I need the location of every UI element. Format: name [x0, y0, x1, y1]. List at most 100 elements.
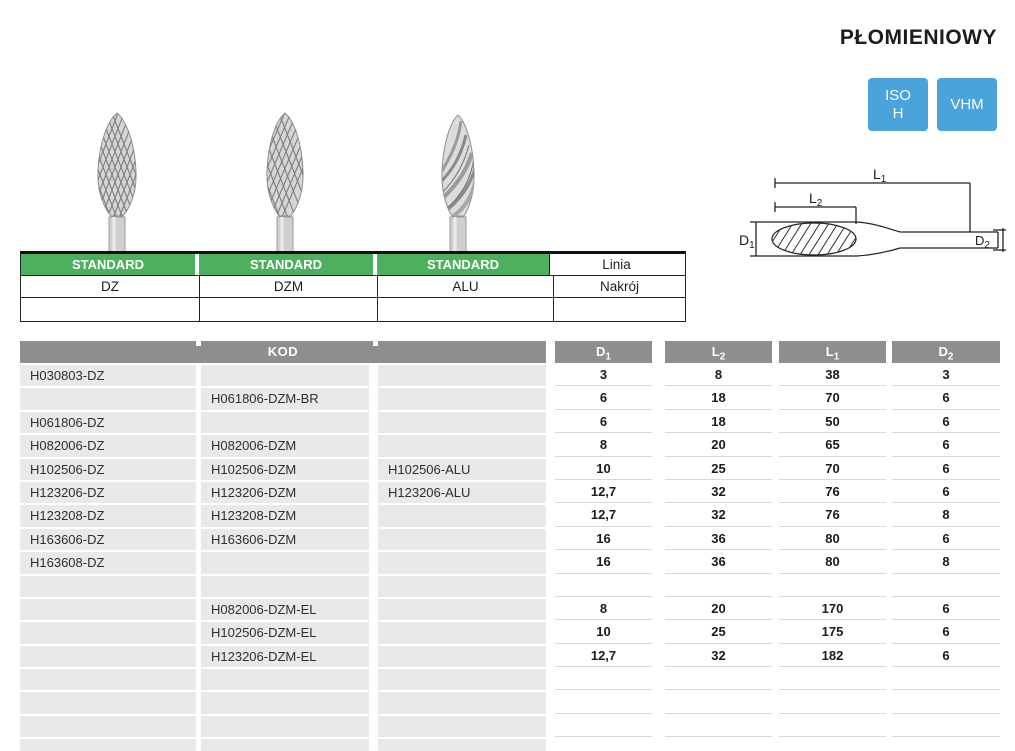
type-cell-alu: ALU [377, 276, 553, 297]
code-cell-alu [378, 692, 546, 714]
dim-cell-l1: 80 [779, 528, 886, 551]
dim-cell-l2: 32 [665, 505, 772, 527]
dim-cell-l1 [779, 692, 886, 714]
iso-h-badge: ISO H [868, 78, 928, 131]
dim-cell-d2: 8 [892, 505, 1000, 527]
dim-cell-l2: 25 [665, 458, 772, 480]
code-cell-alu [378, 411, 546, 434]
standard-header-dz: STANDARD [21, 254, 195, 275]
diagram-label-l2: L2 [809, 190, 823, 209]
dim-cell-d2: 6 [892, 411, 1000, 434]
dim-cell-d1 [555, 739, 652, 751]
code-cell-alu [378, 435, 546, 457]
dim-cell-l1: 80 [779, 552, 886, 574]
dim-cell-d1: 6 [555, 388, 652, 410]
code-cell-alu [378, 552, 546, 574]
vhm-badge-label: VHM [950, 95, 984, 113]
table-row: H163608-DZ 16 36 80 8 [20, 552, 1000, 574]
diagram-label-l1: L1 [873, 166, 887, 185]
dim-cell-d2: 6 [892, 435, 1000, 457]
code-cell-dzm: H082006-DZM-EL [201, 598, 369, 621]
code-cell-dzm [201, 692, 369, 714]
code-cell-dz [20, 715, 196, 738]
dim-cell-l1 [779, 739, 886, 751]
code-cell-dz [20, 739, 196, 751]
dim-cell-d1: 10 [555, 458, 652, 480]
code-cell-dzm: H102506-DZM [201, 458, 369, 480]
table-row: H123206-DZM-EL 12,7 32 182 6 [20, 645, 1000, 668]
code-cell-dzm [201, 669, 369, 691]
dim-cell-l2 [665, 669, 772, 691]
table-row: H061806-DZM-BR 6 18 70 6 [20, 388, 1000, 410]
dim-cell-d1 [555, 575, 652, 597]
code-cell-alu [378, 575, 546, 597]
code-cell-dzm [201, 715, 369, 738]
table-row [20, 715, 1000, 738]
dim-cell-d2 [892, 692, 1000, 714]
dim-cell-d2 [892, 739, 1000, 751]
kod-column-divider [373, 341, 378, 346]
col-header-l1: L1 [779, 341, 886, 363]
page-title: PŁOMIENIOWY [839, 26, 997, 49]
dim-cell-l2: 18 [665, 411, 772, 434]
dim-cell-l2 [665, 739, 772, 751]
dim-cell-d2 [892, 575, 1000, 597]
diagram-label-d1: D1 [739, 232, 755, 251]
dim-cell-l1: 65 [779, 435, 886, 457]
dim-cell-d1: 8 [555, 598, 652, 621]
dim-cell-l1: 70 [779, 458, 886, 480]
code-cell-dz [20, 669, 196, 691]
dim-cell-l2: 8 [665, 365, 772, 387]
dimension-diagram: L1 L2 D1 D2 [739, 166, 1006, 257]
kod-header: KOD [20, 341, 546, 363]
code-cell-dzm: H123206-DZM [201, 481, 369, 504]
dim-cell-d1 [555, 669, 652, 691]
dim-cell-l1 [779, 715, 886, 738]
dim-cell-l1: 38 [779, 365, 886, 387]
table-row [20, 692, 1000, 714]
code-cell-dzm: H082006-DZM [201, 435, 369, 457]
dim-cell-d1: 12,7 [555, 645, 652, 668]
type-cell-empty [553, 298, 685, 321]
dim-cell-d1: 12,7 [555, 481, 652, 504]
code-cell-alu [378, 528, 546, 551]
dim-cell-d2: 6 [892, 458, 1000, 480]
dim-cell-l2 [665, 715, 772, 738]
dim-cell-l2: 32 [665, 481, 772, 504]
iso-h-badge-line1: ISO [885, 87, 911, 105]
col-header-d1: D1 [555, 341, 652, 363]
table-row: H030803-DZ 3 8 38 3 [20, 365, 1000, 387]
dim-cell-d1: 16 [555, 552, 652, 574]
code-cell-dz: H030803-DZ [20, 365, 196, 387]
table-row: H082006-DZM-EL 8 20 170 6 [20, 598, 1000, 621]
code-cell-dzm: H163606-DZM [201, 528, 369, 551]
dim-cell-l1 [779, 669, 886, 691]
code-cell-dz: H102506-DZ [20, 458, 196, 480]
code-cell-alu [378, 388, 546, 410]
dim-cell-d2 [892, 669, 1000, 691]
code-cell-dz: H123208-DZ [20, 505, 196, 527]
dim-cell-d2: 8 [892, 552, 1000, 574]
dim-cell-d1: 8 [555, 435, 652, 457]
code-cell-dzm: H123206-DZM-EL [201, 645, 369, 668]
type-table: STANDARD STANDARD STANDARD Linia DZ DZM … [20, 251, 686, 322]
code-cell-dzm [201, 365, 369, 387]
table-row: H163606-DZ H163606-DZM 16 36 80 6 [20, 528, 1000, 551]
dim-cell-l2: 20 [665, 598, 772, 621]
vhm-badge: VHM [937, 78, 997, 131]
dim-cell-l2 [665, 575, 772, 597]
burr-image-dz [97, 112, 137, 253]
code-cell-dzm: H102506-DZM-EL [201, 622, 369, 644]
linia-header: Linia [549, 254, 683, 275]
code-cell-dzm [201, 575, 369, 597]
dim-cell-d1: 16 [555, 528, 652, 551]
dim-cell-l1: 170 [779, 598, 886, 621]
code-cell-dzm: H061806-DZM-BR [201, 388, 369, 410]
dim-cell-d1 [555, 692, 652, 714]
code-cell-dz [20, 598, 196, 621]
dim-cell-d2: 6 [892, 388, 1000, 410]
standard-header-dzm: STANDARD [199, 254, 373, 275]
dim-cell-l2: 25 [665, 622, 772, 644]
dim-cell-d2: 6 [892, 528, 1000, 551]
dim-cell-d2: 6 [892, 645, 1000, 668]
